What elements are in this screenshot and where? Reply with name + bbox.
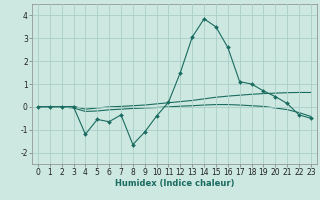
X-axis label: Humidex (Indice chaleur): Humidex (Indice chaleur) (115, 179, 234, 188)
